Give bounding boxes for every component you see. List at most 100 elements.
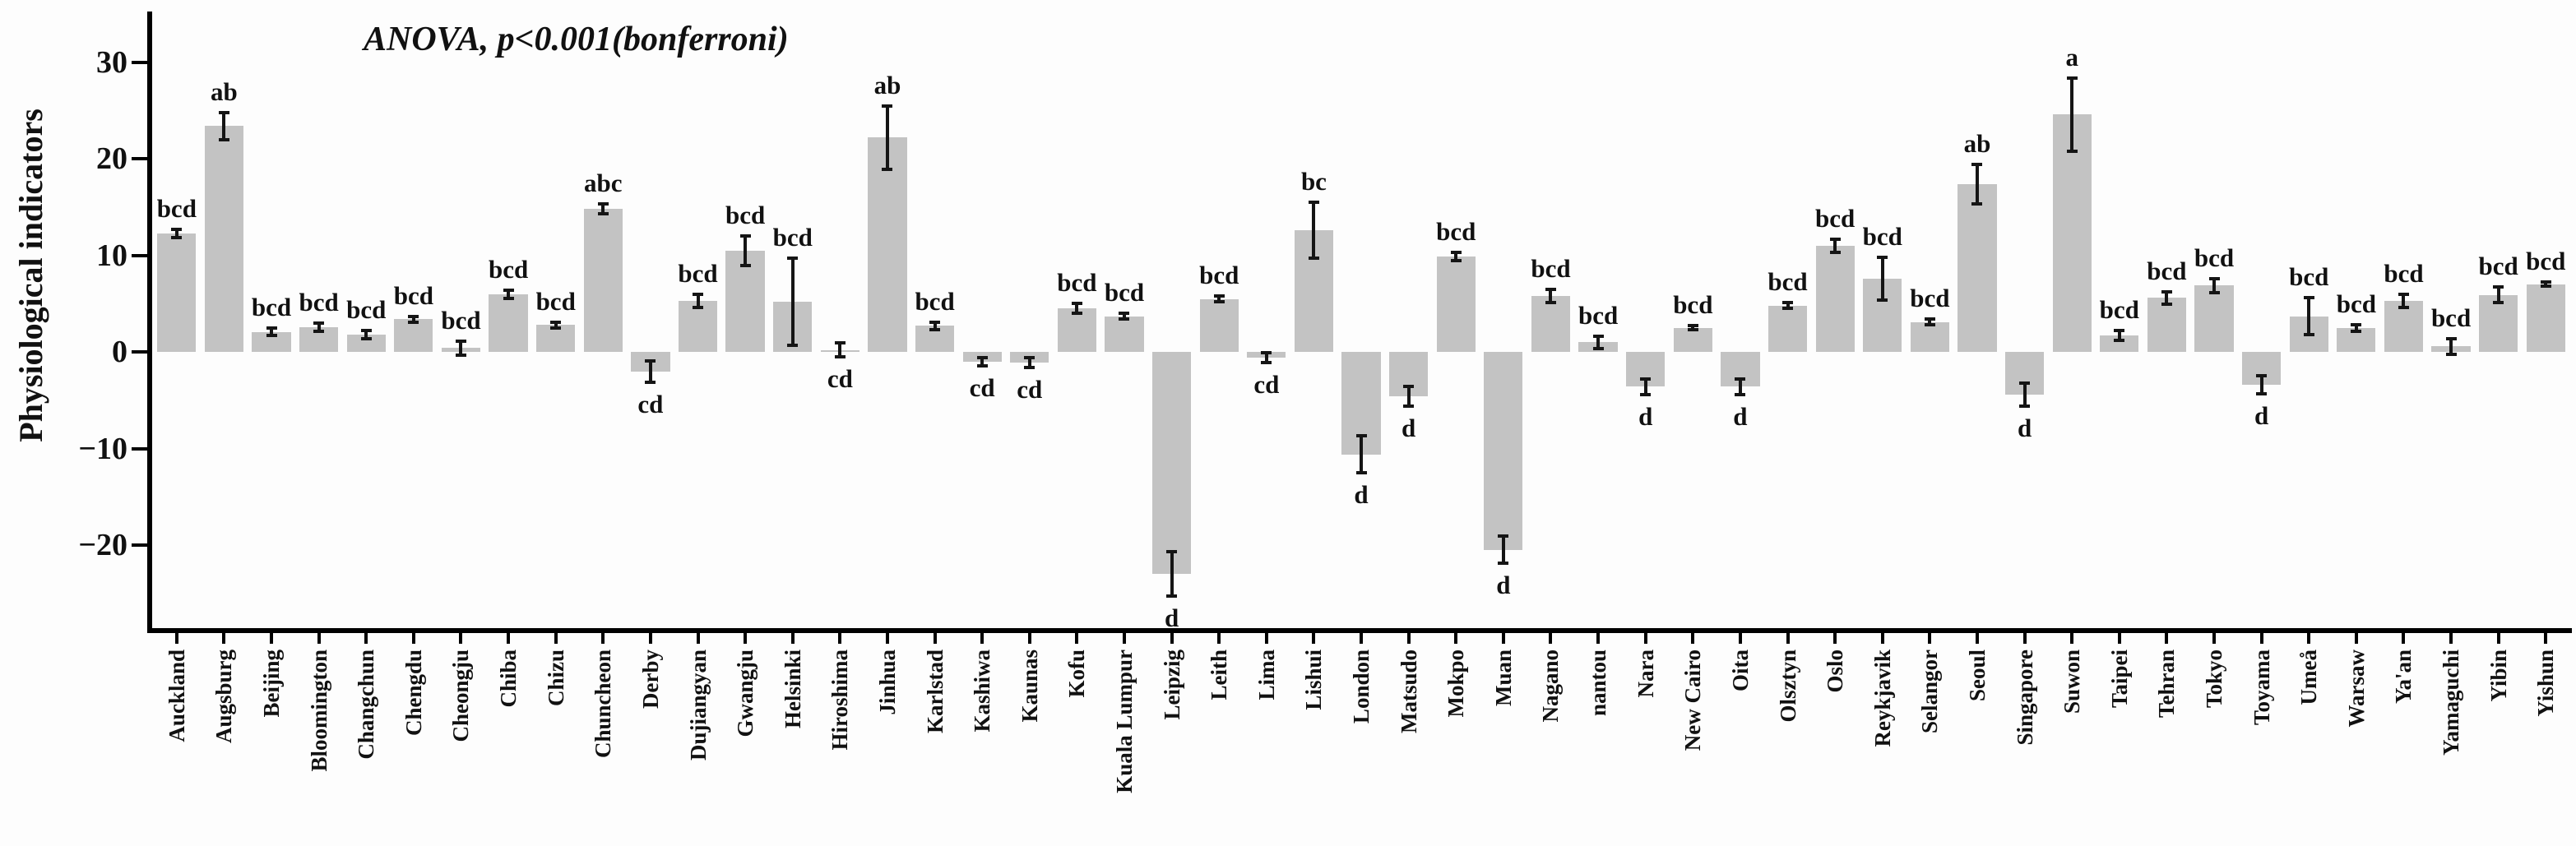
error-bar [459,340,463,356]
x-label-Lima: Lima [1243,646,1290,846]
error-bar-cap-bottom [266,334,277,338]
error-bar-cap-bottom [882,168,893,172]
bar-slot-Jinhua: ab [864,13,911,644]
x-label-text: Jinhua [874,650,900,715]
error-bar-cap-bottom [1829,251,1841,255]
error-bar-cap-bottom [1450,258,1462,262]
significance-letter: bcd [772,223,813,252]
x-label-Bloomington: Bloomington [295,646,343,846]
bar [2194,285,2234,353]
error-bar-cap-top [2303,296,2314,300]
x-label-Tehran: Tehran [2143,646,2191,846]
error-bar-cap-bottom [550,326,562,330]
error-bar-cap-top [739,234,751,238]
x-label-text: Olsztyn [1775,650,1800,723]
x-label-text: Dujiangyan [685,650,711,761]
error-bar-cap-bottom [2303,333,2314,337]
x-label-Kashiwa: Kashiwa [958,646,1006,846]
error-bar-cap-bottom [834,355,846,359]
x-label-Leipzig: Leipzig [1148,646,1196,846]
x-label-text: Yamaguchi [2439,650,2464,756]
error-bar [885,104,889,171]
x-label-nantou: nantou [1574,646,1622,846]
x-label-text: nantou [1586,650,1611,717]
error-bar [648,359,652,383]
bar [489,294,528,353]
bar [583,209,623,353]
error-bar-cap-top [597,202,609,206]
error-bar [1454,252,1458,261]
error-bar-cap-top [645,358,656,363]
error-bar-cap-bottom [1308,257,1319,261]
y-tick-label: 20 [96,141,127,177]
significance-letter: bcd [393,280,433,310]
x-label-text: Karlstad [922,650,947,734]
error-bar-cap-bottom [2256,391,2268,395]
error-bar-cap-bottom [2019,405,2031,409]
error-bar [1549,288,1553,304]
bar-slot-Kaunas: cd [1006,13,1054,644]
x-label-Ya'an: Ya'an [2380,646,2428,846]
error-bar-cap-bottom [1355,471,1367,475]
error-bar-cap-top [218,110,229,114]
x-label-Suwon: Suwon [2048,646,2096,846]
bar-slot-Kofu: bcd [1054,13,1101,644]
significance-letter: ab [873,70,901,99]
x-tick-mark [1264,633,1268,644]
x-label-text: Lishui [1301,650,1327,710]
bar [2147,298,2186,353]
x-label-text: Kofu [1064,650,1090,698]
error-bar [1122,312,1126,321]
x-tick-mark [696,633,700,644]
x-label-Seoul: Seoul [1953,646,2001,846]
error-bar-cap-bottom [360,336,372,340]
x-tick-mark [1596,633,1601,644]
error-bar-cap-bottom [455,353,466,357]
x-tick-mark [601,633,605,644]
error-bar-cap-bottom [1403,405,1415,409]
error-bar [1833,238,1837,254]
x-label-text: Helsinki [780,650,805,729]
y-tick-mark [132,253,149,257]
error-bar-cap-bottom [1545,301,1556,305]
x-label-text: Tokyo [2202,650,2227,709]
significance-letter: bcd [1673,290,1713,320]
x-label-Dujiangyan: Dujiangyan [674,646,722,846]
x-label-Reykjavik: Reykjavik [1859,646,1907,846]
x-tick-mark [1738,633,1742,644]
x-label-text: Nara [1633,650,1658,698]
error-bar-cap-bottom [1924,323,1935,327]
error-bar-cap-top [2161,290,2172,294]
error-bar [2070,76,2074,153]
error-bar-cap-top [1071,302,1082,306]
significance-letter: bcd [725,201,766,230]
significance-letter: bc [1300,166,1327,196]
bar [1673,327,1712,353]
error-bar-cap-bottom [1498,562,1509,566]
x-label-text: Suwon [2059,650,2085,714]
error-bar-cap-top [1498,534,1509,539]
significance-letter: d [1354,480,1369,510]
x-tick-mark [1549,633,1553,644]
error-bar-cap-bottom [693,306,703,310]
error-bar [2402,293,2406,309]
bar [1436,256,1476,353]
bar [1910,321,1949,353]
bar-slot-Mokpo: bcd [1432,13,1480,644]
error-bar-cap-top [1119,312,1130,316]
error-bar-cap-top [929,320,941,324]
significance-letter: bcd [2478,252,2518,281]
bar-slot-Chuncheon: abc [579,13,627,644]
bar [2052,114,2092,353]
significance-letter: d [1733,402,1748,431]
x-tick-mark [2307,633,2311,644]
bar-slot-Yishun: bcd [2522,13,2569,644]
y-tick-mark [132,543,149,547]
error-bar [554,321,558,329]
significance-letter: bcd [1436,217,1476,247]
x-label-Leith: Leith [1195,646,1243,846]
error-bar-cap-top [834,341,846,345]
error-bar [317,321,321,332]
error-bar-cap-top [1213,294,1225,298]
error-bar-cap-bottom [2114,339,2125,343]
